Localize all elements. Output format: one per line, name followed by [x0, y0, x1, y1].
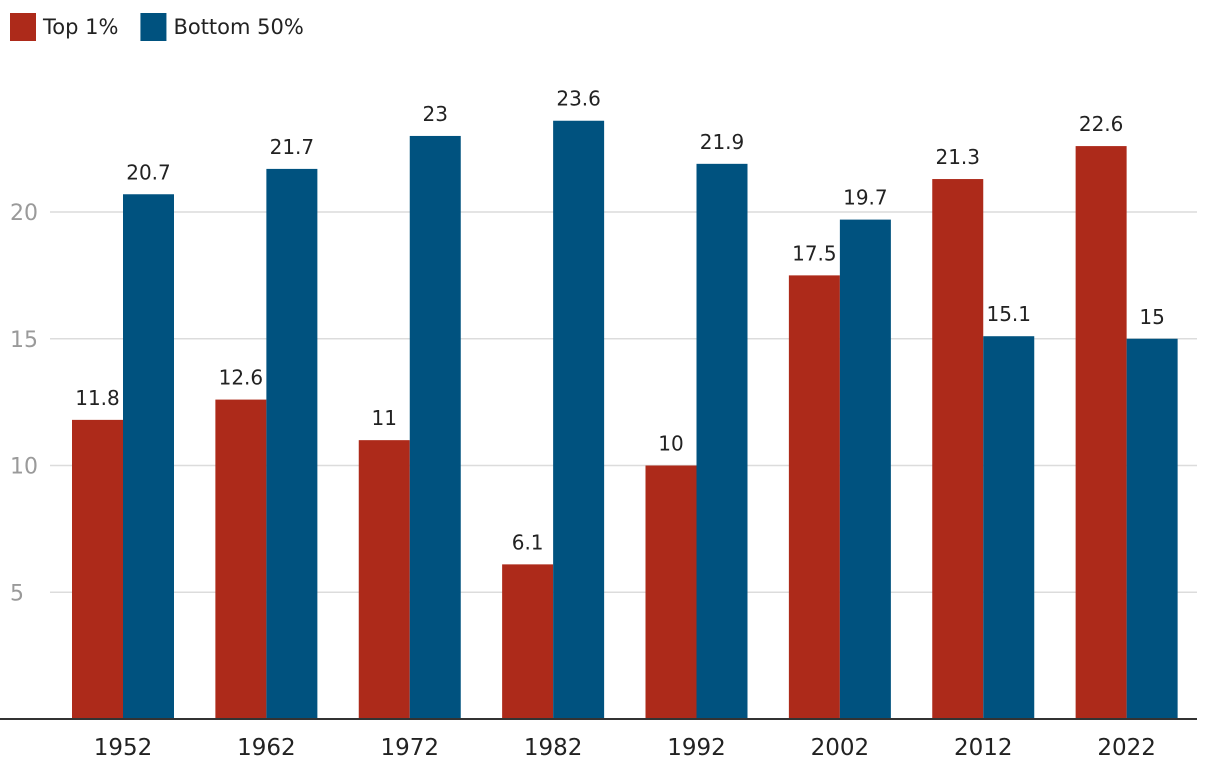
data-label-1982-bottom-50: 23.6 [556, 87, 601, 111]
x-tick-label-1992: 1992 [667, 735, 726, 761]
bar-1972-top-1 [358, 440, 410, 719]
data-label-1962-bottom-50: 21.7 [270, 135, 315, 159]
bars [72, 120, 1178, 720]
bar-1952-top-1 [72, 419, 123, 719]
x-tick-label-1982: 1982 [524, 735, 583, 761]
x-tick-label-2012: 2012 [954, 735, 1013, 761]
legend-swatch-2 [140, 13, 167, 41]
legend: Top 1% Bottom 50% [10, 13, 304, 41]
data-label-1952-bottom-50: 20.7 [126, 160, 171, 184]
data-label-1972-bottom-50: 23 [423, 102, 448, 126]
y-tick-label-15: 15 [10, 328, 38, 353]
x-tick-label-1972: 1972 [380, 735, 439, 761]
bar-2002-bottom-50 [839, 219, 891, 720]
bar-2022-bottom-50 [1126, 338, 1178, 719]
bar-2002-top-1 [788, 275, 840, 719]
data-label-2012-bottom-50: 15.1 [986, 302, 1031, 326]
legend-label-2: Bottom 50% [173, 15, 303, 39]
data-label-1952-top-1: 11.8 [75, 386, 120, 410]
x-tick-label-2022: 2022 [1097, 735, 1156, 761]
bar-1982-bottom-50 [553, 120, 605, 720]
y-axis-ticks: 5 10 15 20 [10, 201, 38, 606]
bar-2012-bottom-50 [983, 336, 1035, 719]
data-label-2002-top-1: 17.5 [792, 241, 837, 265]
data-label-1992-bottom-50: 21.9 [700, 130, 745, 154]
x-tick-label-2002: 2002 [811, 735, 870, 761]
data-label-1992-top-1: 10 [658, 432, 683, 456]
y-tick-label-5: 5 [10, 581, 24, 606]
x-tick-label-1952: 1952 [94, 735, 153, 761]
data-label-1982-top-1: 6.1 [512, 530, 544, 554]
bar-1962-bottom-50 [266, 168, 318, 719]
y-tick-label-10: 10 [10, 455, 38, 480]
data-label-2022-bottom-50: 15 [1139, 305, 1164, 329]
bar-1982-top-1 [502, 564, 554, 719]
data-labels: 11.8 20.7 12.6 21.7 11 23 6.1 23.6 10 21.9 17.5 19.… [75, 87, 1165, 555]
bar-2022-top-1 [1075, 146, 1127, 720]
legend-label-1: Top 1% [42, 15, 118, 39]
data-label-1962-top-1: 12.6 [219, 366, 264, 390]
y-tick-label-20: 20 [10, 201, 38, 226]
bar-2012-top-1 [932, 179, 984, 720]
bar-1972-bottom-50 [409, 135, 461, 719]
bar-1992-top-1 [645, 465, 697, 719]
data-label-1972-top-1: 11 [372, 406, 397, 430]
bar-1952-bottom-50 [123, 194, 174, 719]
x-tick-label-1962: 1962 [237, 735, 296, 761]
data-label-2022-top-1: 22.6 [1079, 112, 1124, 136]
x-axis-ticks: 1952 1962 1972 1982 1992 2002 2012 2022 [94, 735, 1156, 761]
legend-swatch-1 [10, 13, 36, 41]
bar-1992-bottom-50 [696, 163, 748, 719]
bar-1962-top-1 [215, 399, 267, 719]
data-label-2012-top-1: 21.3 [935, 145, 980, 169]
data-label-2002-bottom-50: 19.7 [843, 186, 888, 210]
